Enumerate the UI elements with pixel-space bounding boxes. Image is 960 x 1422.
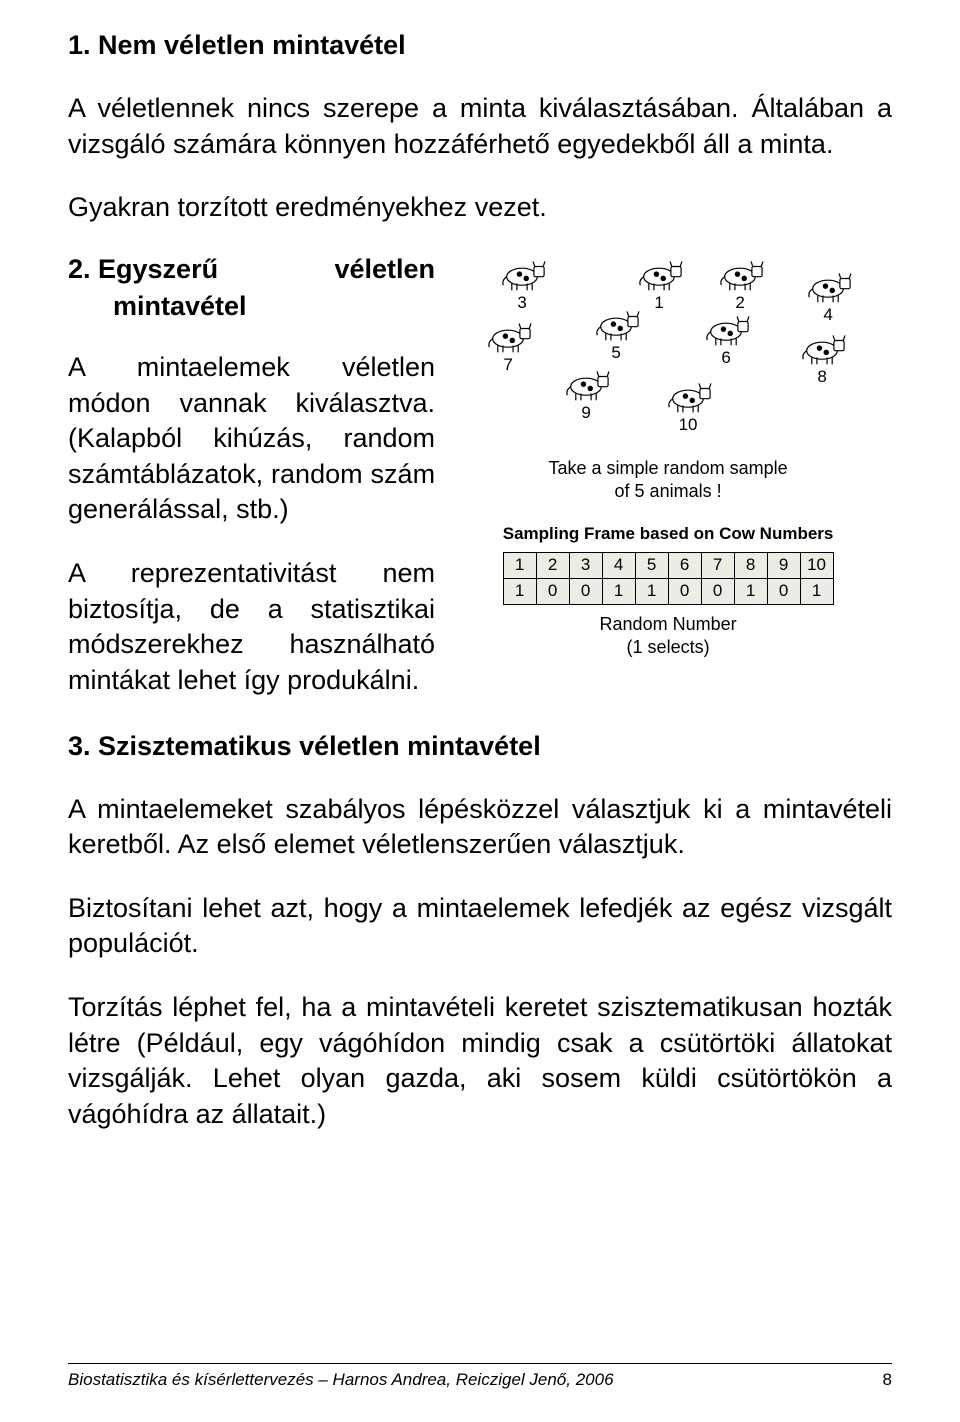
table-header-cell: 7 (701, 552, 734, 578)
cow-number: 2 (709, 294, 771, 311)
table-data-cell: 1 (800, 578, 833, 604)
cow-item: 10 (657, 380, 719, 433)
diagram-caption2: Sampling Frame based on Cow Numbers (473, 524, 863, 544)
table-data-cell: 0 (536, 578, 569, 604)
section3-para2: Biztosítani lehet azt, hogy a mintaeleme… (68, 891, 892, 962)
table-data-cell: 0 (668, 578, 701, 604)
cow-item: 7 (477, 320, 539, 373)
table-data-row: 1001100101 (503, 578, 833, 604)
cow-item: 8 (791, 332, 853, 385)
cow-item: 2 (709, 258, 771, 311)
cow-icon (661, 380, 715, 414)
cow-number: 10 (657, 416, 719, 433)
cows-area: 3 1 2 4 (473, 258, 863, 453)
section2-title-line1: 2. Egyszerű véletlen (68, 254, 435, 285)
table-header-cell: 1 (503, 552, 536, 578)
cow-item: 5 (585, 308, 647, 361)
cow-icon (632, 258, 686, 292)
cow-item: 6 (695, 313, 757, 366)
cow-item: 9 (555, 368, 617, 421)
cow-number: 6 (695, 349, 757, 366)
section2-para2: A reprezentativitást nem biztosítja, de … (68, 556, 435, 699)
table-data-cell: 1 (503, 578, 536, 604)
table-data-cell: 0 (701, 578, 734, 604)
cow-icon (713, 258, 767, 292)
sampling-table: 12345678910 1001100101 (503, 552, 834, 605)
cow-icon (699, 313, 753, 347)
section2-para1: A mintaelemek véletlen módon vannak kivá… (68, 350, 435, 528)
table-header-cell: 4 (602, 552, 635, 578)
table-header-cell: 8 (734, 552, 767, 578)
cow-number: 7 (477, 356, 539, 373)
cow-number: 9 (555, 404, 617, 421)
cow-icon (481, 320, 535, 354)
table-header-row: 12345678910 (503, 552, 833, 578)
cow-icon (589, 308, 643, 342)
table-header-cell: 3 (569, 552, 602, 578)
table-header-cell: 5 (635, 552, 668, 578)
sampling-diagram: 3 1 2 4 (473, 258, 863, 660)
page-footer: Biostatisztika és kísérlettervezés – Har… (68, 1363, 892, 1390)
section1-para2: Gyakran torzított eredményekhez vezet. (68, 190, 892, 226)
diagram-caption3b: (1 selects) (627, 637, 710, 657)
section2-title-right: véletlen (335, 254, 436, 285)
cow-item: 3 (491, 258, 553, 311)
diagram-caption1b: of 5 animals ! (615, 481, 722, 501)
section1-para1: A véletlennek nincs szerepe a minta kivá… (68, 91, 892, 162)
section3-title: 3. Szisztematikus véletlen mintavétel (68, 731, 892, 762)
table-header-cell: 6 (668, 552, 701, 578)
cow-number: 8 (791, 368, 853, 385)
footer-page-number: 8 (883, 1370, 892, 1390)
cow-icon (495, 258, 549, 292)
table-data-cell: 1 (734, 578, 767, 604)
section1-title: 1. Nem véletlen mintavétel (68, 30, 892, 61)
table-data-cell: 1 (602, 578, 635, 604)
diagram-caption1a: Take a simple random sample (549, 458, 788, 478)
cow-number: 4 (797, 306, 859, 323)
cow-icon (795, 332, 849, 366)
cow-item: 1 (628, 258, 690, 311)
table-data-cell: 0 (569, 578, 602, 604)
table-data-cell: 0 (767, 578, 800, 604)
cow-number: 5 (585, 344, 647, 361)
cow-number: 3 (491, 294, 553, 311)
cow-item: 4 (797, 270, 859, 323)
section2-title-left: 2. Egyszerű (68, 254, 218, 285)
cow-icon (559, 368, 613, 402)
table-header-cell: 10 (800, 552, 833, 578)
diagram-caption3: Random Number (1 selects) (473, 613, 863, 660)
section3-para3: Torzítás léphet fel, ha a mintavételi ke… (68, 990, 892, 1133)
section3-para1: A mintaelemeket szabályos lépésközzel vá… (68, 792, 892, 863)
diagram-caption1: Take a simple random sample of 5 animals… (473, 457, 863, 504)
table-header-cell: 2 (536, 552, 569, 578)
table-header-cell: 9 (767, 552, 800, 578)
footer-text: Biostatisztika és kísérlettervezés – Har… (68, 1370, 614, 1390)
cow-icon (801, 270, 855, 304)
section2-title-sub: mintavétel (68, 291, 435, 322)
diagram-caption3a: Random Number (600, 614, 737, 634)
table-data-cell: 1 (635, 578, 668, 604)
